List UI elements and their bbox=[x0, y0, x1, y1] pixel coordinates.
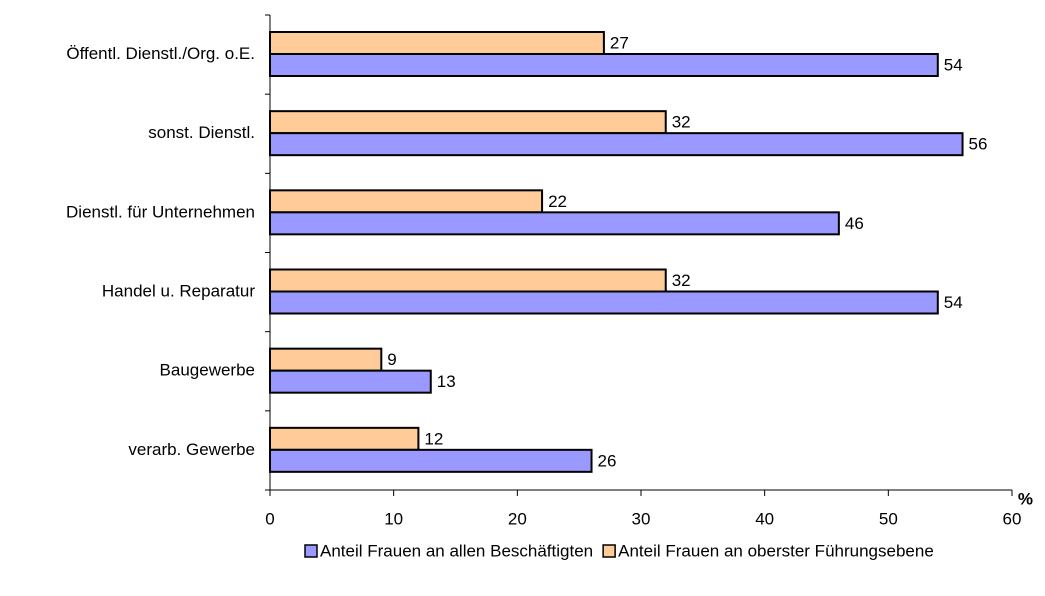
legend-swatch bbox=[304, 544, 318, 558]
bar bbox=[269, 189, 544, 214]
value-label: 56 bbox=[969, 135, 988, 154]
y-tick-label: Öffentl. Dienstl./Org. o.E. bbox=[66, 44, 255, 63]
y-tick-label: Baugewerbe bbox=[160, 361, 255, 380]
x-tick-label: 20 bbox=[508, 509, 527, 528]
y-tick-label: Dienstl. für Unternehmen bbox=[66, 202, 255, 221]
bar bbox=[269, 426, 420, 451]
y-tick-label: verarb. Gewerbe bbox=[128, 440, 255, 459]
value-label: 54 bbox=[944, 293, 963, 312]
value-label: 9 bbox=[387, 350, 396, 369]
x-axis-unit: % bbox=[1018, 489, 1033, 508]
bar bbox=[269, 369, 432, 394]
bar bbox=[269, 31, 605, 55]
y-tick-label: Handel u. Reparatur bbox=[102, 282, 255, 301]
x-tick-label: 40 bbox=[755, 509, 774, 528]
value-label: 12 bbox=[424, 429, 443, 448]
bar bbox=[269, 211, 840, 236]
value-label: 27 bbox=[610, 33, 629, 52]
x-tick-label: 10 bbox=[384, 509, 403, 528]
legend-label: Anteil Frauen an allen Beschäftigten bbox=[320, 541, 593, 560]
bar bbox=[269, 290, 939, 315]
bar bbox=[269, 110, 667, 135]
bar bbox=[269, 268, 667, 293]
x-tick-label: 30 bbox=[632, 509, 651, 528]
x-tick-label: 0 bbox=[265, 509, 274, 528]
x-tick-label: 60 bbox=[1003, 509, 1022, 528]
bar bbox=[269, 132, 964, 157]
value-label: 22 bbox=[548, 192, 567, 211]
y-tick-label: sonst. Dienstl. bbox=[148, 123, 255, 142]
bar bbox=[269, 53, 939, 77]
value-label: 32 bbox=[672, 271, 691, 290]
value-label: 32 bbox=[672, 113, 691, 132]
x-tick-label: 50 bbox=[879, 509, 898, 528]
value-label: 54 bbox=[944, 55, 963, 74]
value-label: 13 bbox=[437, 372, 456, 391]
value-label: 46 bbox=[845, 214, 864, 233]
value-label: 26 bbox=[598, 451, 617, 470]
legend-label: Anteil Frauen an oberster Führungsebene bbox=[618, 541, 934, 560]
legend-swatch bbox=[602, 544, 616, 558]
bar bbox=[269, 448, 593, 473]
bar bbox=[269, 347, 383, 372]
